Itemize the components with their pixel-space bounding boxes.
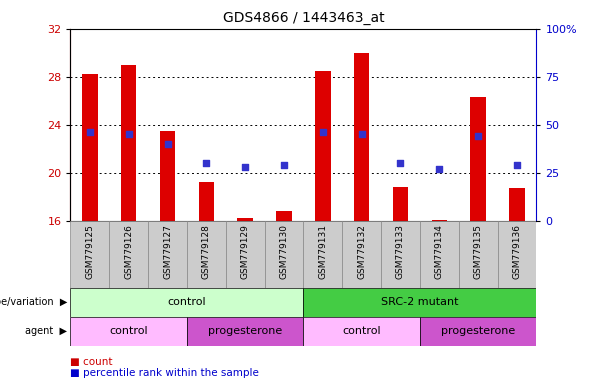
Text: GSM779129: GSM779129 [241, 224, 249, 279]
Bar [121, 65, 137, 221]
Bar [70, 221, 109, 288]
Bar [199, 182, 214, 221]
Text: GSM779131: GSM779131 [318, 224, 327, 279]
Point [435, 166, 444, 172]
Text: ■ percentile rank within the sample: ■ percentile rank within the sample [70, 368, 259, 378]
Bar [470, 97, 486, 221]
Point [279, 162, 289, 168]
Bar [420, 221, 459, 288]
Text: GSM779126: GSM779126 [124, 224, 133, 279]
Text: GSM779134: GSM779134 [435, 224, 444, 279]
Point [85, 129, 95, 136]
Point [395, 160, 405, 166]
Bar [187, 317, 303, 346]
Bar [237, 218, 253, 221]
Bar [354, 53, 370, 221]
Text: GSM779135: GSM779135 [474, 224, 482, 279]
Bar [459, 221, 498, 288]
Bar [265, 221, 303, 288]
Bar [432, 220, 447, 221]
Bar [498, 221, 536, 288]
Text: progesterone: progesterone [208, 326, 283, 336]
Bar [315, 71, 330, 221]
Point [512, 162, 522, 168]
Bar [381, 221, 420, 288]
Text: agent  ▶: agent ▶ [25, 326, 67, 336]
Point [473, 133, 483, 139]
Text: control: control [109, 326, 148, 336]
Bar [303, 288, 536, 317]
Text: SRC-2 mutant: SRC-2 mutant [381, 297, 459, 308]
Point [124, 131, 134, 137]
Text: control: control [342, 326, 381, 336]
Bar [187, 221, 226, 288]
Bar [509, 189, 525, 221]
Text: GSM779130: GSM779130 [280, 224, 289, 279]
Bar [70, 288, 303, 317]
Point [202, 160, 211, 166]
Text: genotype/variation  ▶: genotype/variation ▶ [0, 297, 67, 308]
Bar [393, 187, 408, 221]
Bar [109, 221, 148, 288]
Bar [303, 221, 342, 288]
Bar [342, 221, 381, 288]
Text: GSM779125: GSM779125 [85, 224, 94, 279]
Point [240, 164, 250, 170]
Bar [82, 74, 97, 221]
Title: GDS4866 / 1443463_at: GDS4866 / 1443463_at [223, 11, 384, 25]
Bar [226, 221, 265, 288]
Text: ■ count: ■ count [70, 357, 113, 367]
Bar [160, 131, 175, 221]
Text: GSM779127: GSM779127 [163, 224, 172, 279]
Text: GSM779136: GSM779136 [512, 224, 522, 279]
Text: GSM779133: GSM779133 [396, 224, 405, 279]
Point [357, 131, 367, 137]
Bar [148, 221, 187, 288]
Point [162, 141, 172, 147]
Bar [70, 317, 187, 346]
Text: progesterone: progesterone [441, 326, 516, 336]
Point [318, 129, 328, 136]
Bar [303, 317, 420, 346]
Bar [420, 317, 536, 346]
Text: GSM779128: GSM779128 [202, 224, 211, 279]
Bar [276, 211, 292, 221]
Text: GSM779132: GSM779132 [357, 224, 366, 279]
Text: control: control [167, 297, 207, 308]
